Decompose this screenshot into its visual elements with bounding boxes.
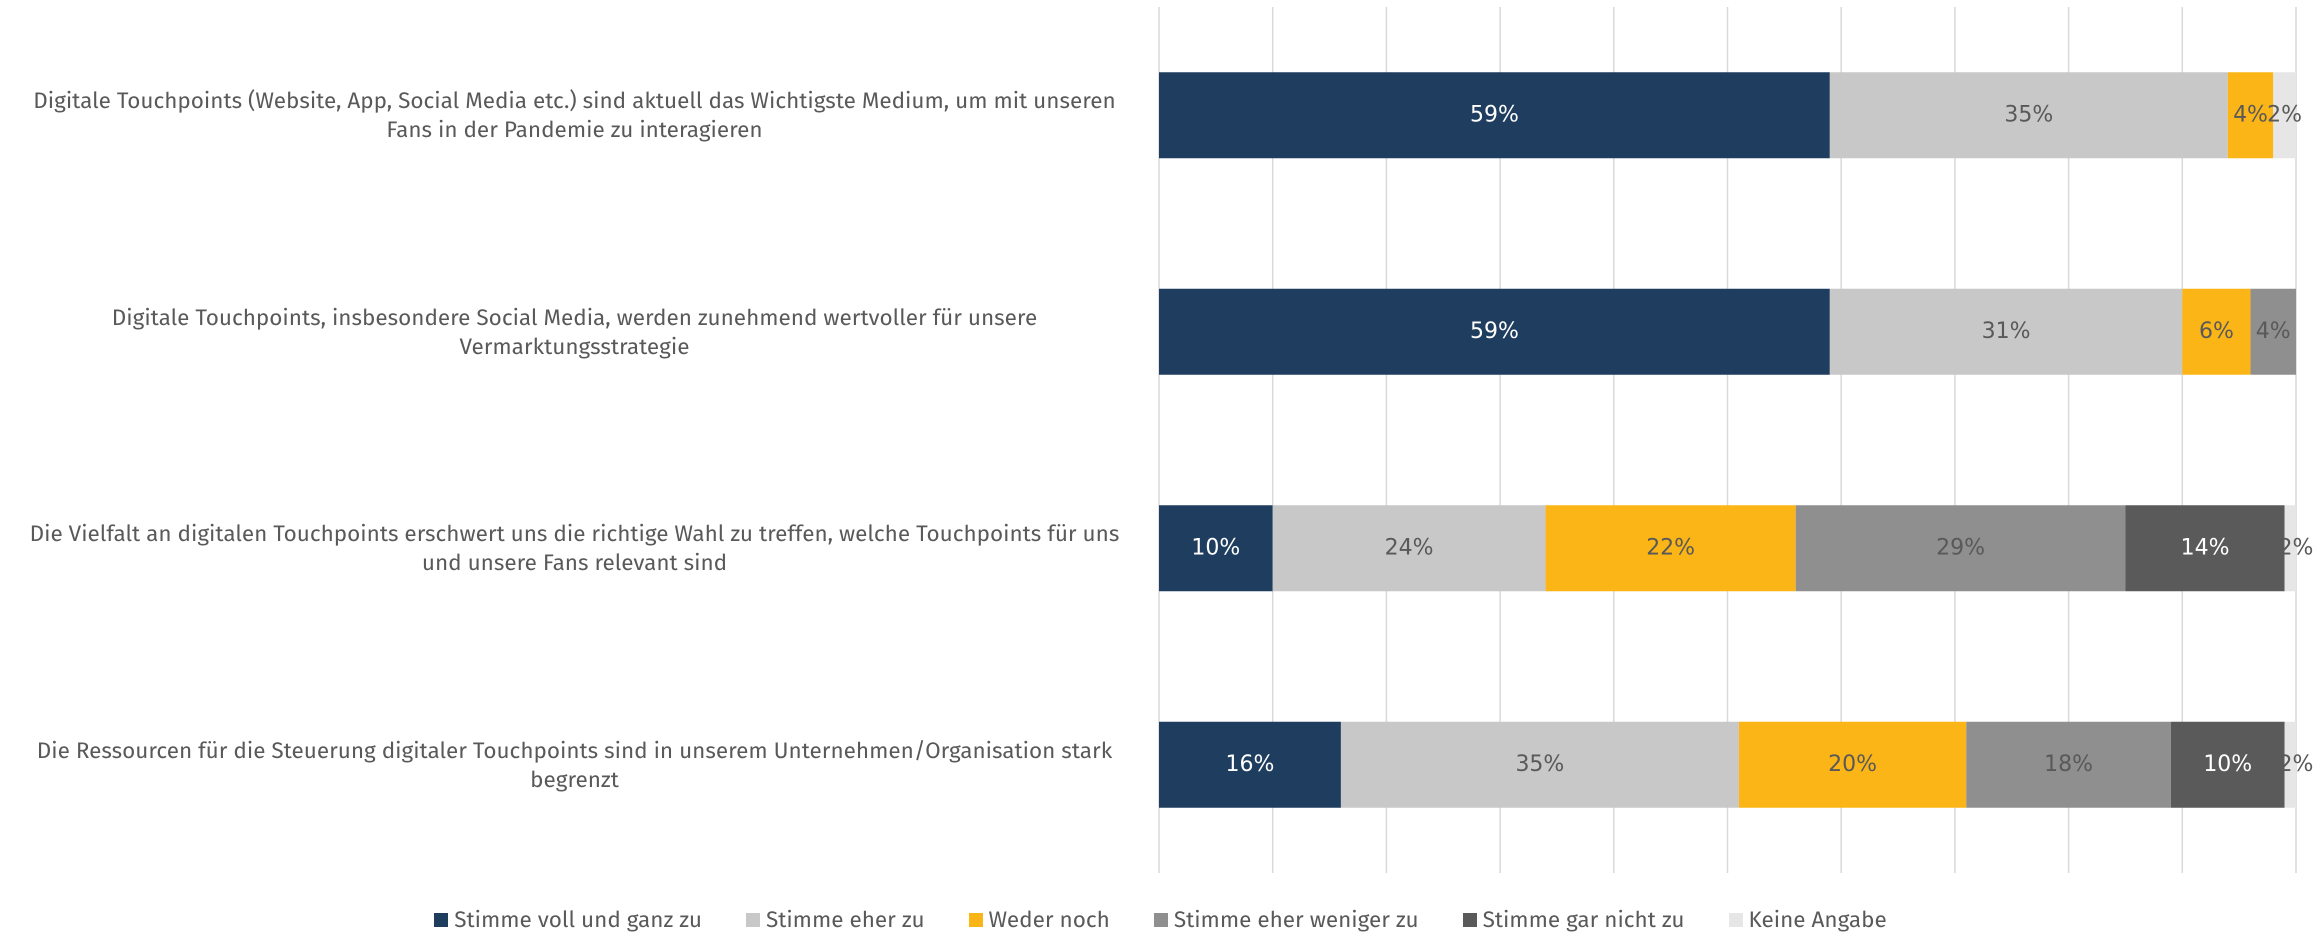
legend-label: Keine Angabe: [1748, 906, 1887, 933]
bar-segment: [1159, 288, 1830, 375]
legend-swatch: [1728, 912, 1743, 927]
category-label-box: Die Ressourcen für die Steuerung digital…: [12, 720, 1137, 810]
legend-swatch: [968, 912, 983, 927]
category-label: Die Ressourcen für die Steuerung digital…: [36, 736, 1113, 793]
category-label-box: Die Vielfalt an digitalen Touchpoints er…: [12, 503, 1137, 593]
data-label: 2%: [2267, 102, 2302, 127]
data-label: 20%: [1828, 752, 1877, 777]
legend-label: Stimme voll und ganz zu: [454, 906, 702, 933]
data-label: 10%: [2203, 752, 2252, 777]
legend-item: Stimme eher zu: [745, 906, 925, 933]
bar-segment: [1738, 721, 1967, 808]
bar-segment: [2284, 721, 2296, 808]
legend-item: Weder noch: [968, 906, 1110, 933]
legend-swatch: [434, 912, 449, 927]
data-label: 35%: [2004, 102, 2053, 127]
legend-item: Stimme voll und ganz zu: [434, 906, 702, 933]
category-label: Die Vielfalt an digitalen Touchpoints er…: [29, 520, 1120, 577]
category-label-box: Digitale Touchpoints, insbesondere Socia…: [12, 287, 1137, 377]
bar-segment: [2284, 505, 2296, 592]
plot: 59% 35% 4% 2%59% 31% 6% 4%10% 24% 22% 29% 14% 2%16%…: [1158, 7, 2314, 873]
bar-segment: [2227, 72, 2274, 159]
bar-segment: [1829, 72, 2228, 159]
bar-segment: [1272, 505, 1546, 592]
legend-item: Keine Angabe: [1728, 906, 1887, 933]
category-label-box: Digitale Touchpoints (Website, App, Soci…: [12, 70, 1137, 160]
bar-segment: [2170, 721, 2285, 808]
data-label: 24%: [1385, 535, 1434, 560]
data-label: 18%: [2044, 752, 2093, 777]
legend-label: Stimme eher zu: [765, 906, 925, 933]
legend-item: Stimme gar nicht zu: [1462, 906, 1685, 933]
bar-segment: [1159, 505, 1273, 592]
category-label: Digitale Touchpoints (Website, App, Soci…: [33, 87, 1116, 144]
legend-swatch: [1462, 912, 1477, 927]
data-label: 4%: [2233, 102, 2268, 127]
data-label: 4%: [2256, 319, 2291, 344]
bar-segment: [1340, 721, 1739, 808]
bar-segment: [2182, 288, 2251, 375]
bar-segment: [2250, 288, 2296, 375]
bar-segment: [1829, 288, 2183, 375]
legend-swatch: [745, 912, 760, 927]
data-label: 29%: [1936, 535, 1985, 560]
bar-segment: [2125, 505, 2285, 592]
bar-segment: [1545, 505, 1796, 592]
legend-label: Stimme gar nicht zu: [1482, 906, 1685, 933]
legend-swatch: [1153, 912, 1168, 927]
legend-label: Stimme eher weniger zu: [1173, 906, 1419, 933]
data-label: 59%: [1470, 319, 1519, 344]
data-label: 22%: [1646, 535, 1695, 560]
data-label: 16%: [1226, 752, 1275, 777]
data-label: 35%: [1515, 752, 1564, 777]
data-label: 10%: [1191, 535, 1240, 560]
bar-segment: [1159, 721, 1341, 808]
data-label: 2%: [2279, 535, 2314, 560]
legend-item: Stimme eher weniger zu: [1153, 906, 1419, 933]
data-label: 2%: [2279, 752, 2314, 777]
bar-segment: [1159, 72, 1830, 159]
legend-label: Weder noch: [988, 906, 1110, 933]
data-label: 6%: [2199, 319, 2234, 344]
legend: Stimme voll und ganz zu Stimme eher zu Wed…: [0, 906, 2321, 933]
category-label: Digitale Touchpoints, insbesondere Socia…: [111, 303, 1038, 360]
bar-segment: [2273, 72, 2296, 159]
bar-segment: [1795, 505, 2126, 592]
bar-segment: [1966, 721, 2171, 808]
data-label: 31%: [1982, 319, 2031, 344]
data-label: 14%: [2181, 535, 2230, 560]
data-label: 59%: [1470, 102, 1519, 127]
bars: [1159, 72, 2296, 808]
